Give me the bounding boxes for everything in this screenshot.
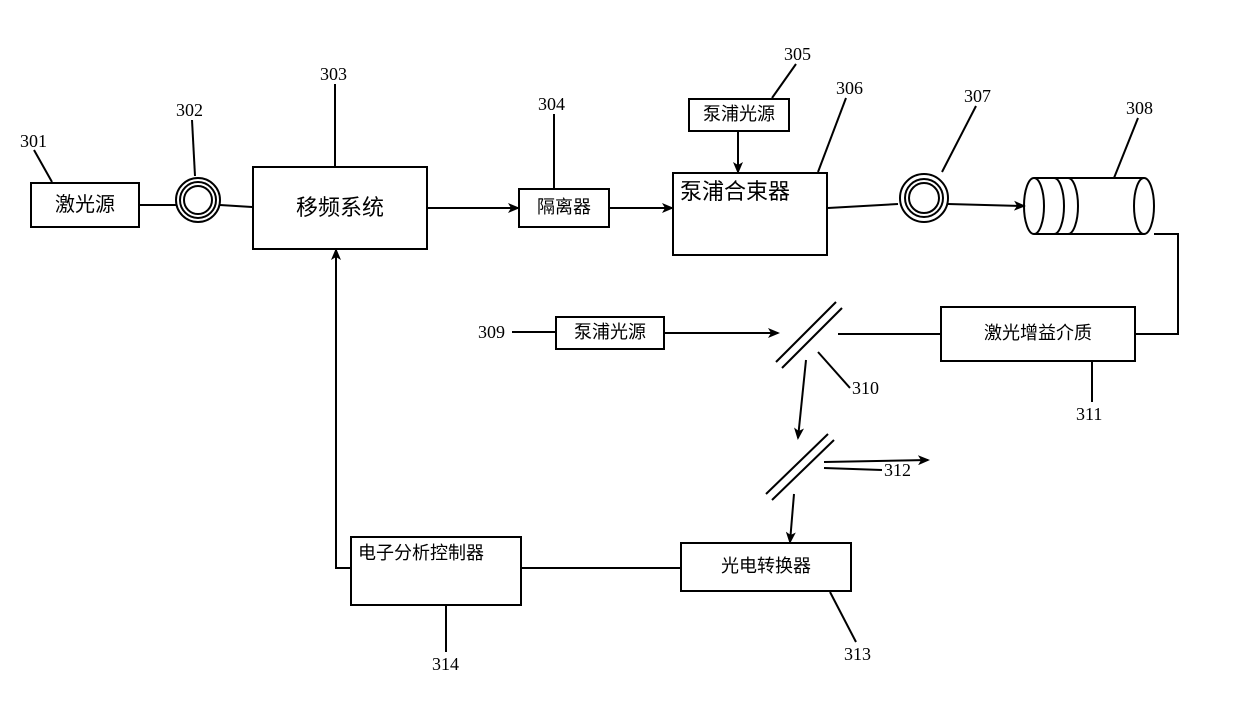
cylinder-308-icon	[948, 178, 1154, 234]
node-label: 隔离器	[537, 196, 591, 219]
callout-312: 312	[884, 460, 911, 481]
mirror-312-icon	[766, 434, 834, 500]
callout-311: 311	[1076, 404, 1102, 425]
callout-306: 306	[836, 78, 863, 99]
callout-310: 310	[852, 378, 879, 399]
node-label: 移频系统	[296, 194, 384, 223]
mirror-310-icon	[776, 302, 842, 368]
callout-307: 307	[964, 86, 991, 107]
node-label: 光电转换器	[721, 555, 811, 578]
edge-310-312	[798, 360, 806, 438]
node-label: 电子分析控制器	[358, 542, 484, 565]
callout-309: 309	[478, 322, 505, 343]
callout-301: 301	[20, 131, 47, 152]
node-laser-source: 激光源	[30, 182, 140, 228]
node-label: 泵浦合束器	[680, 178, 790, 207]
edge-308-311	[1136, 234, 1178, 334]
node-isolator: 隔离器	[518, 188, 610, 228]
callout-314: 314	[432, 654, 459, 675]
node-pump-source-mid: 泵浦光源	[555, 316, 665, 350]
callout-305: 305	[784, 44, 811, 65]
coil-307-icon	[828, 174, 948, 222]
node-label: 激光增益介质	[984, 322, 1092, 345]
edge-312-out	[824, 460, 928, 462]
node-photoelectric-converter: 光电转换器	[680, 542, 852, 592]
node-label: 泵浦光源	[703, 103, 775, 126]
edge-314-303	[336, 250, 350, 568]
callout-303: 303	[320, 64, 347, 85]
callout-308: 308	[1126, 98, 1153, 119]
node-label: 泵浦光源	[574, 321, 646, 344]
coil-302-icon	[140, 178, 252, 222]
edge-312-313	[790, 494, 794, 542]
callout-302: 302	[176, 100, 203, 121]
node-freq-shift-system: 移频系统	[252, 166, 428, 250]
node-label: 激光源	[55, 192, 115, 218]
callout-313: 313	[844, 644, 871, 665]
node-electronic-controller: 电子分析控制器	[350, 536, 522, 606]
node-gain-medium: 激光增益介质	[940, 306, 1136, 362]
node-pump-combiner: 泵浦合束器	[672, 172, 828, 256]
node-pump-source-top: 泵浦光源	[688, 98, 790, 132]
callout-304: 304	[538, 94, 565, 115]
